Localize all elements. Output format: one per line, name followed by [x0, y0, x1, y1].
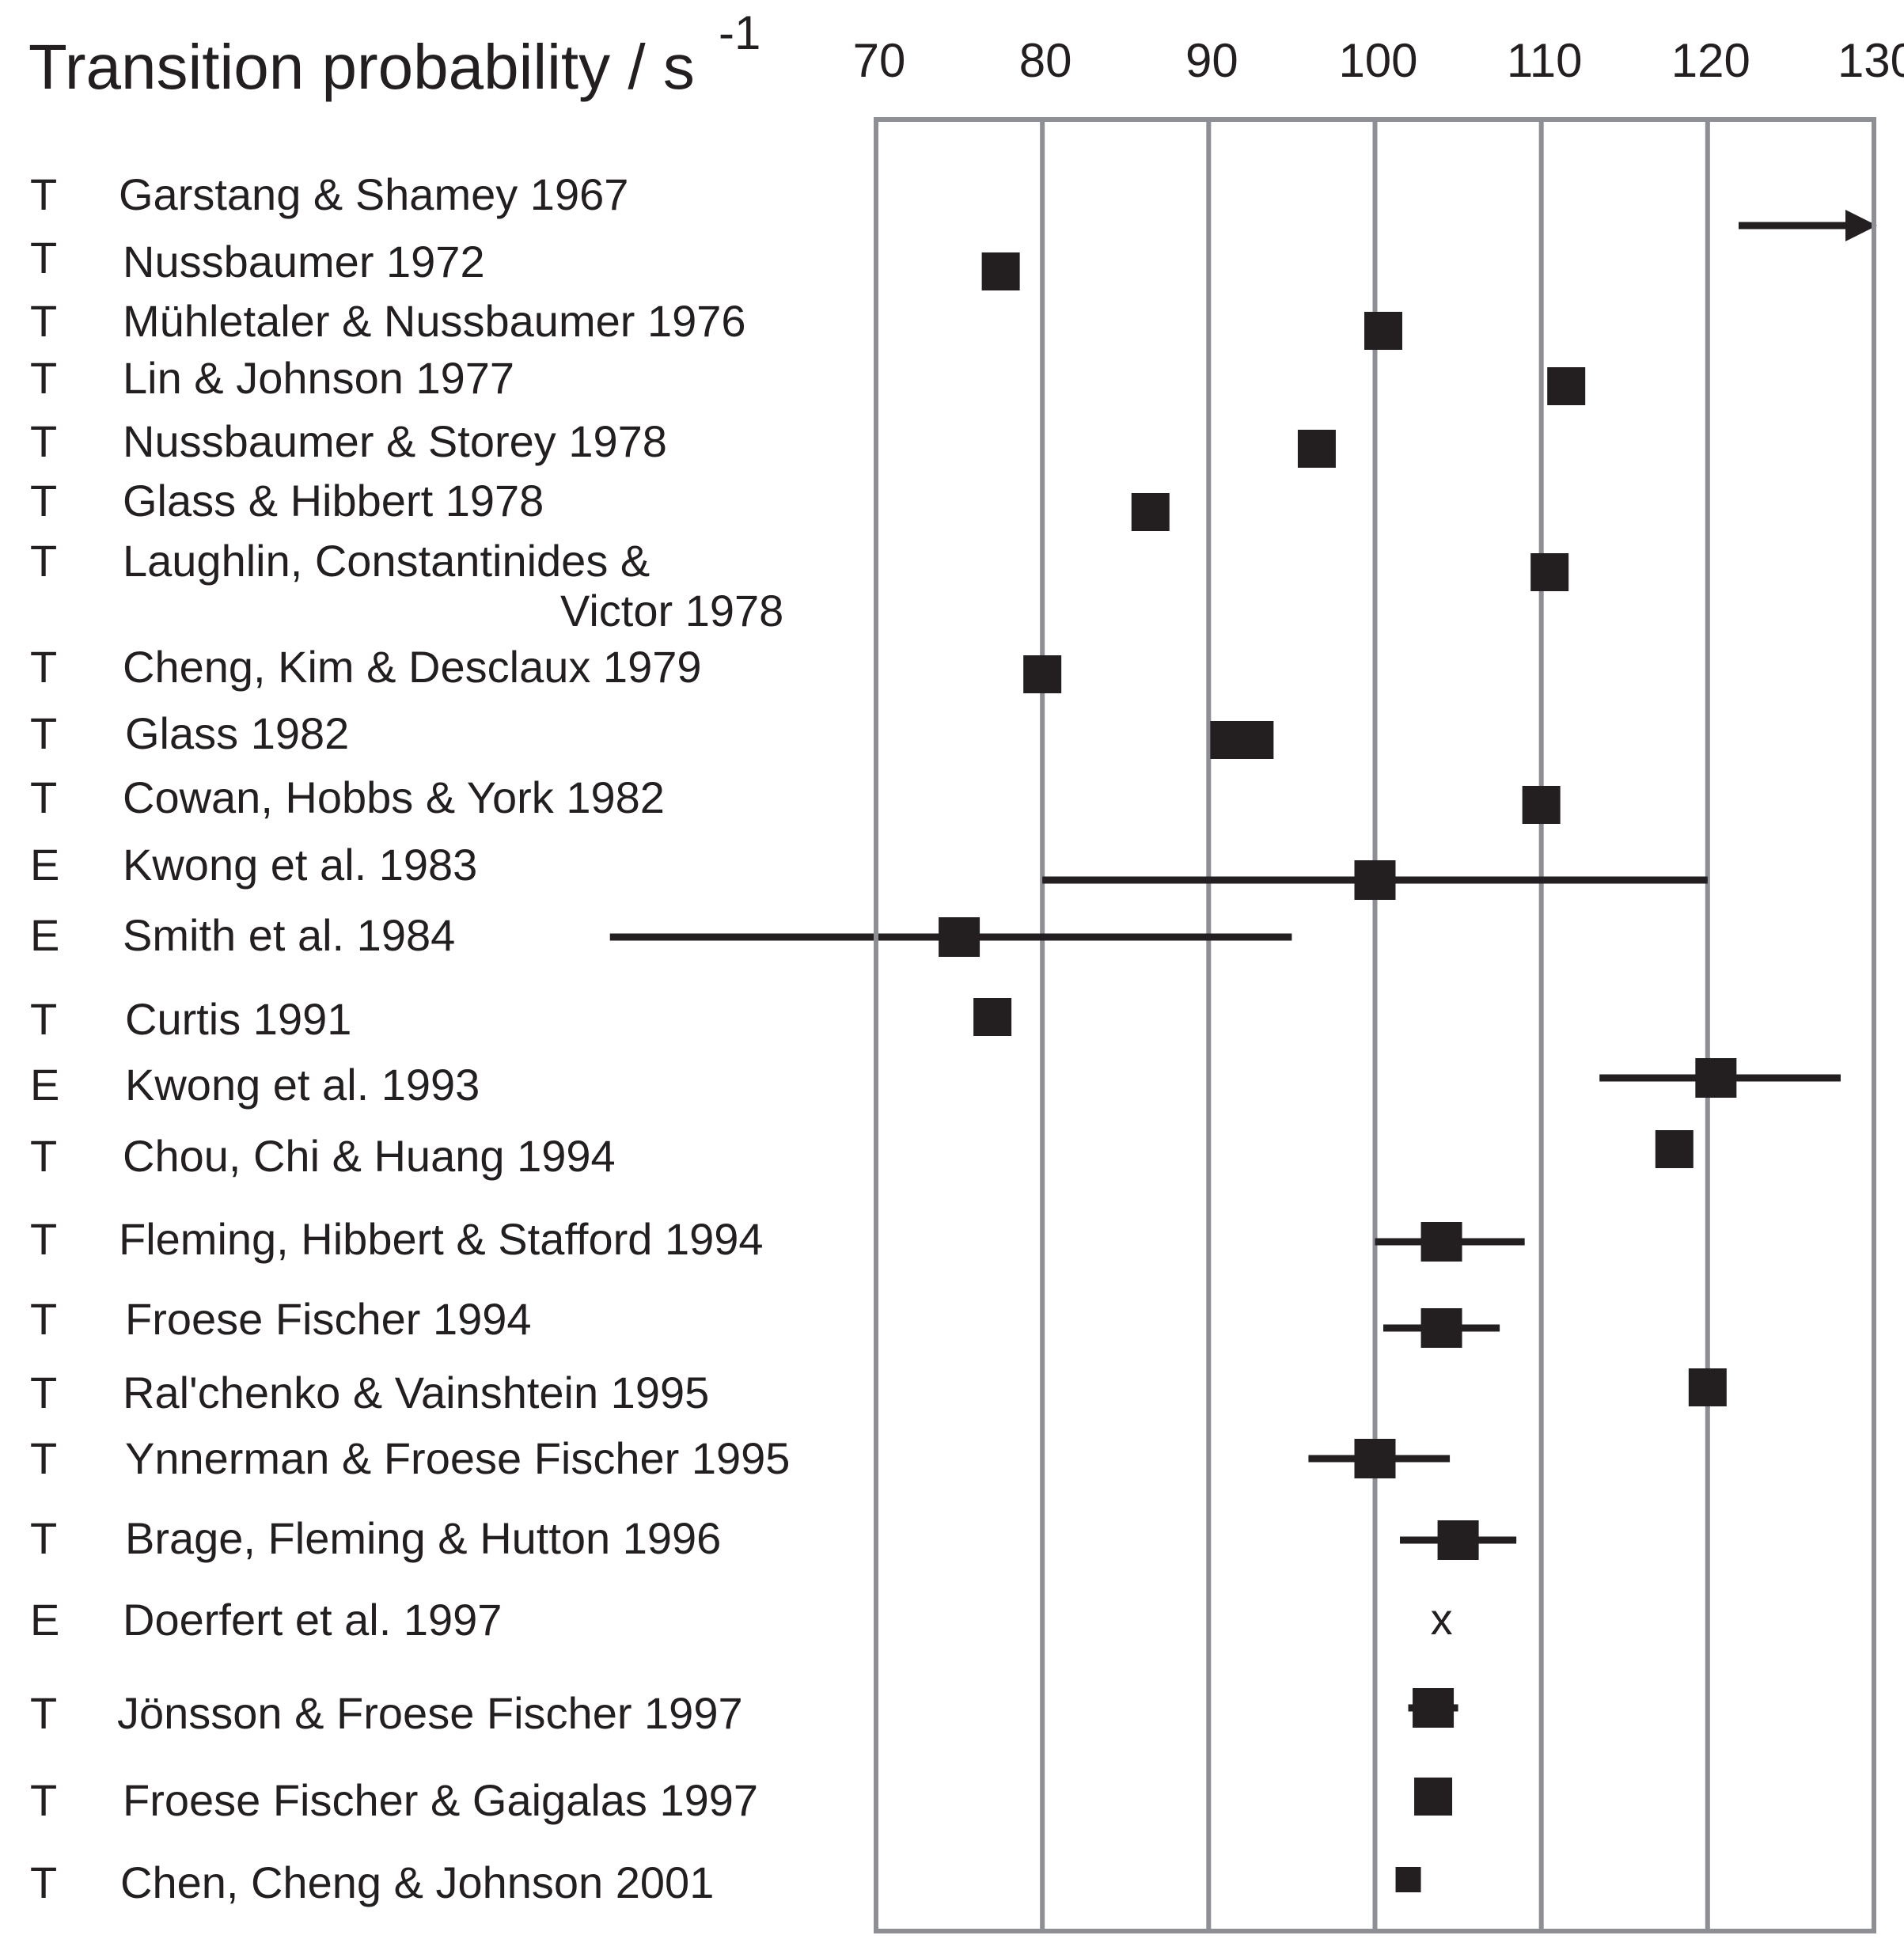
- row-author-label: Cowan, Hobbs & York 1982: [123, 772, 665, 822]
- row-author-label: Froese Fischer & Gaigalas 1997: [123, 1775, 758, 1825]
- row-author-label: Curtis 1991: [125, 994, 351, 1044]
- data-marks: x: [609, 210, 1877, 1892]
- row-type-label: T: [30, 1775, 57, 1825]
- row-type-label: E: [30, 1595, 59, 1645]
- data-point-marker: [1414, 1778, 1453, 1816]
- row-author-label: Kwong et al. 1993: [125, 1060, 480, 1110]
- x-tick-label: 80: [1019, 34, 1072, 87]
- data-point-marker: [939, 917, 980, 957]
- row-type-label: T: [30, 233, 57, 283]
- row-author-label: Brage, Fleming & Hutton 1996: [125, 1513, 721, 1563]
- data-point-marker: [1131, 493, 1170, 531]
- row-author-label-continued: Victor 1978: [560, 586, 783, 636]
- row-type-label: T: [30, 1368, 57, 1417]
- data-point-marker: [1354, 1439, 1396, 1478]
- row-author-label: Glass & Hibbert 1978: [123, 476, 544, 526]
- data-point-marker: [1420, 1222, 1462, 1262]
- row-author-label: Chen, Cheng & Johnson 2001: [120, 1857, 714, 1907]
- x-tick-label: 90: [1185, 34, 1238, 87]
- chart-title-exponent: -1: [719, 6, 760, 59]
- data-point-marker: [1297, 430, 1336, 468]
- row-author-label: Mühletaler & Nussbaumer 1976: [123, 296, 746, 346]
- row-author-label: Cheng, Kim & Desclaux 1979: [123, 642, 702, 692]
- row-author-label: Froese Fischer 1994: [125, 1294, 532, 1344]
- x-tick-label: 70: [853, 34, 906, 87]
- row-type-label: T: [30, 1857, 57, 1907]
- row-author-label: Kwong et al. 1983: [123, 840, 477, 890]
- data-point-marker: [1695, 1058, 1737, 1098]
- row-type-label: T: [30, 1131, 57, 1181]
- chart-title: Transition probability / s: [28, 32, 695, 102]
- row-author-label: Chou, Chi & Huang 1994: [123, 1131, 616, 1181]
- row-type-label: T: [30, 296, 57, 346]
- data-point-marker: [1547, 367, 1586, 405]
- row-type-label: T: [30, 994, 57, 1044]
- row-type-label: E: [30, 840, 59, 890]
- x-tick-label: 120: [1671, 34, 1750, 87]
- row-type-label: T: [30, 536, 57, 586]
- data-point-marker: [1420, 1308, 1462, 1348]
- data-point-marker: [1437, 1520, 1479, 1560]
- x-tick-label: 100: [1338, 34, 1417, 87]
- row-type-label: T: [30, 1294, 57, 1344]
- data-point-marker: [1395, 1867, 1421, 1892]
- row-author-label: Ynnerman & Froese Fischer 1995: [125, 1433, 790, 1483]
- row-author-label: Laughlin, Constantinides &: [123, 536, 650, 586]
- data-point-marker: [1023, 655, 1062, 693]
- data-point-marker: [1688, 1368, 1727, 1406]
- data-point-marker: [1364, 312, 1403, 350]
- row-type-label: T: [30, 476, 57, 526]
- row-type-label: E: [30, 1060, 59, 1110]
- row-author-label: Lin & Johnson 1977: [123, 353, 514, 403]
- data-point-marker: [1413, 1688, 1455, 1728]
- data-point-x-marker: x: [1431, 1594, 1453, 1644]
- plot-frame: [874, 117, 1876, 1933]
- row-type-label: T: [30, 642, 57, 692]
- row-type-label: T: [30, 169, 57, 219]
- row-type-label: T: [30, 1433, 57, 1483]
- row-author-label: Doerfert et al. 1997: [123, 1595, 502, 1645]
- row-author-label: Glass 1982: [125, 708, 349, 758]
- row-author-label: Garstang & Shamey 1967: [119, 169, 628, 219]
- row-author-label: Jönsson & Froese Fischer 1997: [117, 1688, 743, 1738]
- data-point-marker: [1655, 1130, 1693, 1168]
- row-type-label: T: [30, 353, 57, 403]
- row-type-label: E: [30, 910, 59, 960]
- data-point-marker: [1354, 860, 1396, 900]
- row-type-label: T: [30, 416, 57, 466]
- row-type-label: T: [30, 1214, 57, 1264]
- x-tick-label: 130: [1838, 34, 1904, 87]
- row-type-label: T: [30, 708, 57, 758]
- data-point-marker: [1210, 721, 1274, 759]
- data-point-marker: [973, 998, 1012, 1036]
- row-author-label: Ral'chenko & Vainshtein 1995: [123, 1368, 709, 1417]
- row-type-label: T: [30, 772, 57, 822]
- data-point-marker: [1530, 553, 1569, 591]
- row-author-label: Fleming, Hibbert & Stafford 1994: [119, 1214, 764, 1264]
- data-point-marker: [1522, 786, 1561, 824]
- x-axis-tick-labels: 70 80 90 100 110 120 130: [853, 34, 1904, 87]
- row-author-label: Nussbaumer 1972: [123, 237, 485, 286]
- row-author-label: Smith et al. 1984: [123, 910, 455, 960]
- off-scale-arrow-head: [1845, 210, 1877, 241]
- data-point-marker: [981, 252, 1020, 290]
- row-author-label: Nussbaumer & Storey 1978: [123, 416, 667, 466]
- gridlines: [1040, 120, 1710, 1931]
- row-type-label: T: [30, 1513, 57, 1563]
- x-tick-label: 110: [1507, 34, 1583, 87]
- row-type-label: T: [30, 1688, 57, 1738]
- row-labels: T Garstang & Shamey 1967 T Nussbaumer 1972 T…: [30, 169, 790, 1907]
